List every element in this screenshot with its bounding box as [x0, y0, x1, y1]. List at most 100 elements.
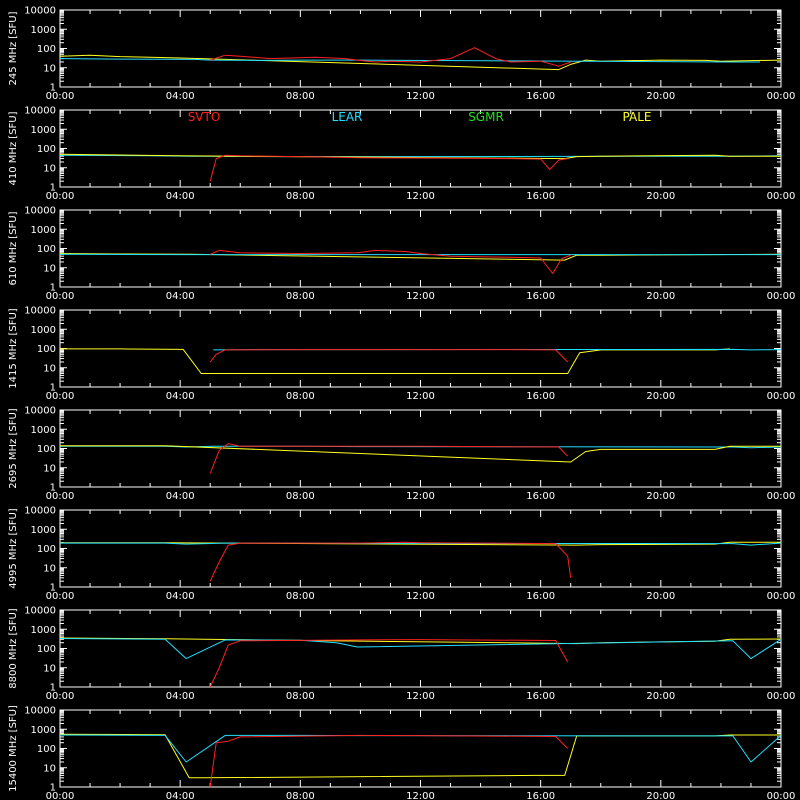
y-tick-label: 1	[50, 383, 56, 394]
y-tick-label: 100	[37, 444, 56, 455]
plot-frame	[59, 209, 782, 288]
y-tick-label: 10000	[24, 206, 56, 217]
plot-frame	[59, 109, 782, 188]
x-tick-label: 00:00	[46, 491, 75, 502]
x-tick-label: 00:00	[767, 691, 796, 702]
y-tick-label: 100	[37, 44, 56, 55]
y-tick-label: 10	[43, 263, 56, 274]
y-axis-label: 2695 MHz [SFU]	[8, 408, 19, 489]
y-tick-label: 10000	[24, 706, 56, 717]
x-tick-label: 00:00	[46, 691, 75, 702]
x-tick-label: 12:00	[406, 291, 435, 302]
y-axis-label: 8800 MHz [SFU]	[8, 608, 19, 689]
y-tick-label: 10000	[24, 406, 56, 417]
series-svto	[210, 47, 571, 67]
x-tick-label: 08:00	[286, 791, 315, 800]
series-pale	[59, 54, 782, 71]
x-tick-label: 20:00	[646, 491, 675, 502]
x-tick-label: 04:00	[166, 591, 195, 602]
y-tick-label: 100	[37, 544, 56, 555]
x-tick-label: 08:00	[286, 291, 315, 302]
y-tick-label: 100	[37, 144, 56, 155]
y-tick-label: 1000	[31, 525, 56, 536]
y-tick-label: 1	[50, 83, 56, 94]
y-tick-label: 1000	[31, 625, 56, 636]
y-tick-label: 10	[43, 663, 56, 674]
x-tick-label: 20:00	[646, 191, 675, 202]
y-tick-label: 10	[43, 763, 56, 774]
y-tick-label: 1	[50, 583, 56, 594]
y-tick-label: 100	[37, 744, 56, 755]
y-axis-label: 15400 MHz [SFU]	[8, 705, 19, 792]
x-tick-label: 00:00	[46, 591, 75, 602]
plot-frame	[59, 509, 782, 588]
x-tick-label: 04:00	[166, 691, 195, 702]
plot-frame	[59, 309, 782, 388]
x-tick-label: 16:00	[526, 491, 555, 502]
x-tick-label: 00:00	[46, 791, 75, 800]
y-tick-label: 100	[37, 644, 56, 655]
x-tick-label: 04:00	[166, 91, 195, 102]
series-svto	[209, 734, 569, 788]
x-tick-label: 00:00	[767, 191, 796, 202]
y-tick-label: 1000	[31, 325, 56, 336]
y-tick-label: 10000	[24, 106, 56, 117]
x-tick-label: 12:00	[406, 591, 435, 602]
x-tick-label: 12:00	[406, 691, 435, 702]
y-tick-label: 10000	[24, 6, 56, 17]
x-tick-label: 08:00	[286, 191, 315, 202]
x-tick-label: 08:00	[286, 591, 315, 602]
x-tick-label: 16:00	[526, 391, 555, 402]
x-tick-label: 00:00	[767, 491, 796, 502]
series-svto	[209, 154, 568, 182]
x-tick-label: 16:00	[526, 91, 555, 102]
y-tick-label: 10	[43, 363, 56, 374]
x-tick-label: 00:00	[46, 391, 75, 402]
x-tick-label: 00:00	[767, 91, 796, 102]
y-tick-label: 1	[50, 783, 56, 794]
x-tick-label: 04:00	[166, 191, 195, 202]
y-tick-label: 10	[43, 163, 56, 174]
x-tick-label: 08:00	[286, 491, 315, 502]
y-axis-label: 245 MHz [SFU]	[8, 11, 19, 85]
legend-sgmr: SGMR	[468, 110, 504, 124]
y-tick-label: 100	[37, 244, 56, 255]
y-tick-label: 10	[43, 563, 56, 574]
x-tick-label: 16:00	[526, 691, 555, 702]
legend-lear: LEAR	[332, 110, 363, 124]
x-tick-label: 16:00	[526, 191, 555, 202]
x-tick-label: 04:00	[166, 791, 195, 800]
x-tick-label: 00:00	[767, 791, 796, 800]
x-tick-label: 16:00	[526, 791, 555, 800]
y-axis-label: 610 MHz [SFU]	[8, 211, 19, 285]
x-tick-label: 04:00	[166, 291, 195, 302]
y-tick-label: 1	[50, 483, 56, 494]
x-tick-label: 04:00	[166, 391, 195, 402]
y-tick-label: 1000	[31, 25, 56, 36]
x-tick-label: 20:00	[646, 791, 675, 800]
y-tick-label: 1	[50, 683, 56, 694]
legend-svto: SVTO	[188, 110, 221, 124]
x-tick-label: 20:00	[646, 291, 675, 302]
series-lear	[59, 58, 760, 63]
x-tick-label: 20:00	[646, 91, 675, 102]
x-tick-label: 00:00	[767, 291, 796, 302]
series-svto	[209, 443, 569, 474]
series-svto	[210, 249, 571, 274]
x-tick-label: 08:00	[286, 91, 315, 102]
y-tick-label: 1000	[31, 725, 56, 736]
x-tick-label: 16:00	[526, 591, 555, 602]
series-svto	[209, 639, 569, 688]
x-tick-label: 08:00	[286, 691, 315, 702]
y-tick-label: 10000	[24, 506, 56, 517]
plot-frame	[59, 9, 782, 88]
x-tick-label: 12:00	[406, 391, 435, 402]
x-tick-label: 00:00	[46, 191, 75, 202]
series-lear	[59, 638, 782, 660]
x-tick-label: 04:00	[166, 491, 195, 502]
legend-pale: PALE	[623, 110, 652, 124]
